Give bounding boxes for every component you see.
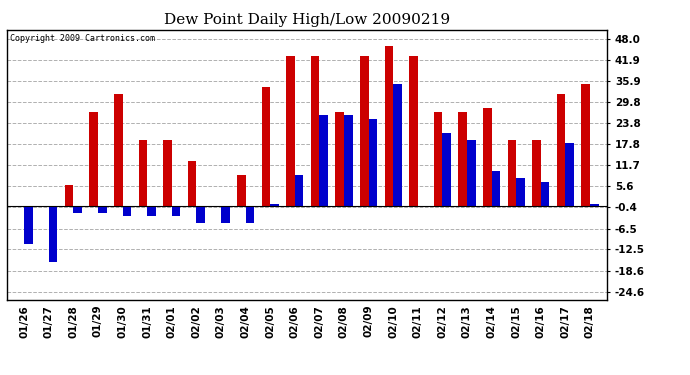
Bar: [172, 206, 180, 216]
Bar: [467, 140, 475, 206]
Bar: [114, 94, 123, 206]
Text: Copyright 2009 Cartronics.com: Copyright 2009 Cartronics.com: [10, 34, 155, 43]
Bar: [557, 94, 565, 206]
Bar: [590, 204, 599, 206]
Bar: [213, 206, 221, 207]
Bar: [123, 206, 131, 216]
Bar: [516, 178, 525, 206]
Bar: [565, 143, 574, 206]
Bar: [262, 87, 270, 206]
Bar: [508, 140, 516, 206]
Bar: [197, 206, 205, 224]
Bar: [98, 206, 106, 213]
Bar: [49, 206, 57, 262]
Bar: [246, 206, 254, 224]
Title: Dew Point Daily High/Low 20090219: Dew Point Daily High/Low 20090219: [164, 13, 450, 27]
Bar: [295, 175, 304, 206]
Bar: [368, 119, 377, 206]
Bar: [483, 108, 491, 206]
Bar: [541, 182, 549, 206]
Bar: [24, 206, 32, 244]
Bar: [65, 185, 73, 206]
Bar: [310, 56, 319, 206]
Bar: [458, 112, 467, 206]
Bar: [360, 56, 368, 206]
Bar: [163, 140, 172, 206]
Bar: [442, 133, 451, 206]
Bar: [393, 84, 402, 206]
Bar: [40, 206, 49, 207]
Bar: [286, 56, 295, 206]
Bar: [384, 46, 393, 206]
Bar: [221, 206, 230, 224]
Bar: [147, 206, 156, 216]
Bar: [344, 116, 353, 206]
Bar: [139, 140, 147, 206]
Bar: [434, 112, 442, 206]
Bar: [532, 140, 541, 206]
Bar: [237, 175, 246, 206]
Bar: [409, 56, 417, 206]
Bar: [270, 204, 279, 206]
Bar: [89, 112, 98, 206]
Bar: [15, 206, 24, 207]
Bar: [582, 84, 590, 206]
Bar: [491, 171, 500, 206]
Bar: [319, 116, 328, 206]
Bar: [335, 112, 344, 206]
Bar: [188, 160, 197, 206]
Bar: [73, 206, 82, 213]
